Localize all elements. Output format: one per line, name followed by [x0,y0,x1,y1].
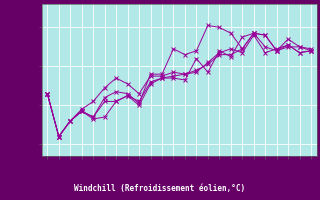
Text: Windchill (Refroidissement éolien,°C): Windchill (Refroidissement éolien,°C) [75,184,245,194]
